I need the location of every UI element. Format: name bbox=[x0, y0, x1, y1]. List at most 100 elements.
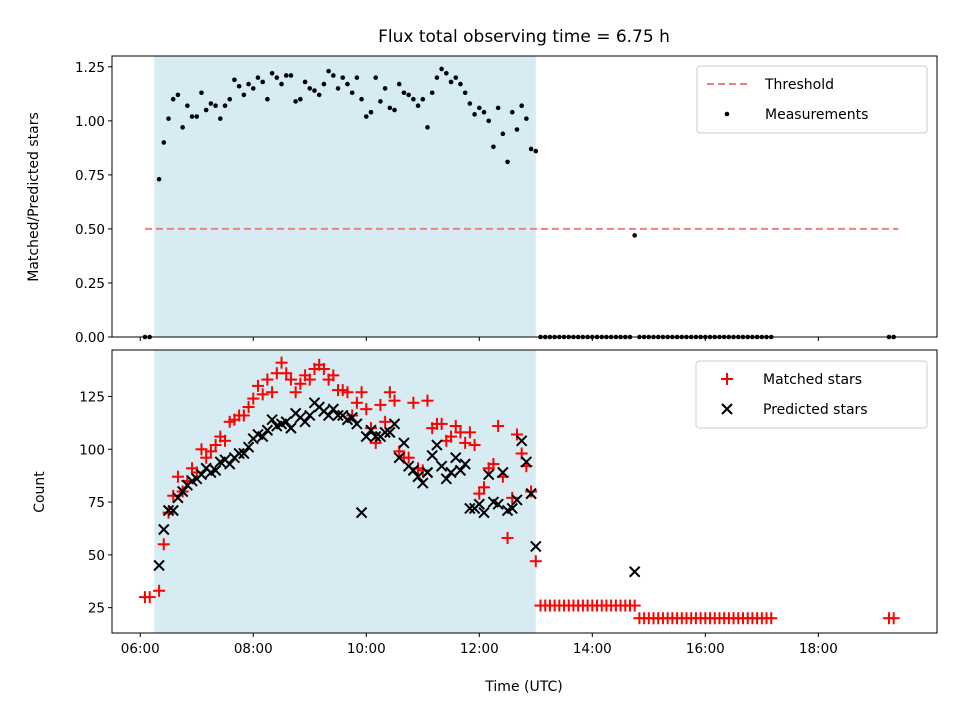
matched-star-point bbox=[492, 420, 505, 433]
count-y-tick-label: 25 bbox=[88, 601, 105, 617]
measurement-point bbox=[420, 96, 426, 102]
measurement-point bbox=[373, 75, 378, 80]
matched-star-point bbox=[143, 591, 156, 604]
matched-star-point bbox=[303, 373, 316, 386]
measurement-point bbox=[444, 70, 449, 76]
predicted-star-point-b bbox=[224, 458, 236, 470]
measurement-point bbox=[246, 81, 251, 87]
matched-star-point bbox=[317, 363, 330, 376]
measurement-point bbox=[161, 140, 167, 145]
matched-star-point bbox=[402, 451, 415, 464]
legend-measurements-marker bbox=[724, 111, 730, 117]
predicted-star-point bbox=[261, 424, 274, 436]
predicted-star-point bbox=[525, 487, 537, 500]
legend-predicted-label: Predicted stars bbox=[763, 402, 868, 418]
predicted-star-point bbox=[478, 506, 490, 519]
predicted-star-point-b bbox=[515, 435, 528, 447]
measurement-point bbox=[411, 96, 416, 102]
ratio-y-tick-label: 0.00 bbox=[75, 330, 105, 346]
measurement-point bbox=[458, 81, 463, 87]
measurement-point bbox=[387, 105, 393, 111]
matched-star-point bbox=[473, 487, 486, 500]
predicted-star-point-b bbox=[492, 498, 504, 510]
measurement-point bbox=[222, 103, 228, 109]
predicted-star-point bbox=[435, 460, 448, 472]
predicted-star-point bbox=[280, 416, 292, 428]
measurement-point bbox=[439, 66, 444, 72]
measurement-point bbox=[495, 105, 501, 111]
ratio-y-tick-label: 0.75 bbox=[75, 168, 105, 184]
count-x-tick-label: 12:00 bbox=[460, 641, 499, 657]
measurement-point bbox=[283, 73, 289, 78]
measurement-point bbox=[462, 90, 468, 96]
predicted-star-point bbox=[346, 411, 358, 424]
predicted-star-point bbox=[172, 492, 184, 504]
measurement-point bbox=[312, 88, 317, 93]
measurement-point bbox=[359, 96, 364, 102]
matched-star-point bbox=[379, 415, 392, 428]
measurement-point bbox=[260, 79, 265, 85]
measurement-point bbox=[166, 116, 171, 121]
measurement-point bbox=[218, 116, 223, 121]
predicted-star-point-b bbox=[421, 466, 434, 479]
measurement-point bbox=[335, 86, 341, 91]
measurement-point bbox=[528, 146, 534, 152]
matched-star-point bbox=[204, 445, 217, 458]
matched-star-point bbox=[280, 367, 293, 380]
matched-star-point bbox=[628, 599, 641, 612]
chart-title: Flux total observing time = 6.75 h bbox=[378, 27, 670, 47]
measurement-point bbox=[396, 81, 402, 87]
matched-star-point bbox=[529, 555, 542, 568]
matched-star-point bbox=[407, 396, 420, 409]
predicted-star-point-b bbox=[445, 466, 457, 479]
predicted-star-point-b bbox=[412, 471, 424, 483]
predicted-star-point bbox=[153, 559, 165, 572]
matched-star-point bbox=[350, 396, 363, 409]
measurement-point bbox=[429, 90, 435, 96]
predicted-star-point bbox=[426, 449, 438, 462]
predicted-star-point bbox=[242, 441, 255, 453]
predicted-star-point bbox=[209, 464, 222, 477]
predicted-star-point bbox=[492, 498, 504, 510]
count-x-tick-label: 16:00 bbox=[686, 641, 725, 657]
ratio-y-tick-label: 1.25 bbox=[75, 60, 105, 76]
measurement-point bbox=[363, 114, 369, 119]
matched-star-point bbox=[275, 356, 288, 369]
predicted-star-point-b bbox=[322, 409, 335, 422]
matched-star-point bbox=[195, 443, 208, 456]
predicted-star-point-b bbox=[407, 464, 420, 477]
predicted-star-point bbox=[355, 506, 368, 519]
predicted-star-point-b bbox=[369, 430, 382, 443]
count-x-tick-label: 08:00 bbox=[234, 641, 273, 657]
predicted-star-point-b bbox=[360, 430, 372, 443]
measurement-point bbox=[199, 90, 204, 96]
predicted-star-point-b bbox=[266, 413, 278, 426]
predicted-star-point bbox=[445, 466, 457, 479]
predicted-star-point bbox=[327, 403, 340, 415]
predicted-star-point-b bbox=[153, 559, 165, 572]
count-x-ticks: 06:00 08:00 10:00 12:00 14:00 16:00 18:00 bbox=[121, 633, 838, 657]
count-x-tick-label: 14:00 bbox=[573, 641, 612, 657]
measurement-point bbox=[185, 103, 190, 109]
predicted-star-point bbox=[195, 468, 208, 481]
ratio-legend: Threshold Measurements bbox=[696, 65, 928, 134]
predicted-star-point bbox=[388, 418, 401, 430]
matched-star-point bbox=[261, 373, 274, 386]
predicted-star-point bbox=[224, 458, 236, 470]
predicted-star-point-b bbox=[450, 452, 462, 464]
measurement-point bbox=[378, 99, 383, 104]
predicted-star-point-b bbox=[464, 502, 476, 515]
measurement-point bbox=[434, 75, 440, 80]
matched-star-point bbox=[449, 420, 462, 433]
ratio-axes-frame bbox=[111, 55, 938, 338]
predicted-star-point-b bbox=[478, 506, 490, 519]
predicted-star-point bbox=[483, 468, 495, 481]
ratio-y-ticks: 0.00 0.25 0.50 0.75 1.00 1.25 bbox=[75, 60, 112, 346]
predicted-star-point bbox=[520, 456, 533, 468]
matched-star-point bbox=[153, 584, 166, 597]
predicted-star-point-b bbox=[426, 449, 438, 462]
measurement-point bbox=[448, 79, 454, 85]
predicted-star-point bbox=[421, 466, 434, 479]
matched-star-point bbox=[242, 401, 255, 414]
predicted-star-point-b bbox=[379, 426, 391, 439]
